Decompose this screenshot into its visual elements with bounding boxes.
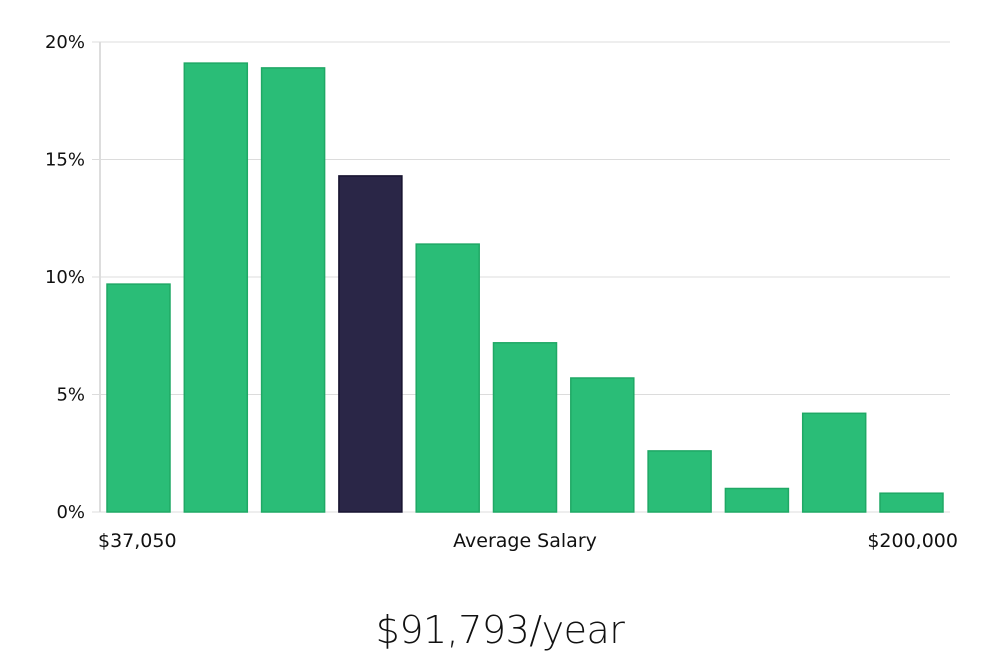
average-salary-value: $91,793/year bbox=[375, 608, 625, 652]
y-tick-label: 20% bbox=[45, 32, 85, 53]
histogram-bar[interactable] bbox=[492, 342, 558, 513]
histogram-bar[interactable] bbox=[570, 377, 635, 513]
histogram-bar[interactable] bbox=[879, 492, 944, 513]
histogram-bar[interactable] bbox=[647, 450, 712, 513]
histogram-bar[interactable] bbox=[106, 283, 171, 513]
histogram-bar-highlighted[interactable] bbox=[338, 175, 403, 513]
histogram-bar[interactable] bbox=[801, 412, 867, 513]
histogram-bar[interactable] bbox=[260, 67, 326, 513]
histogram-bar[interactable] bbox=[415, 243, 480, 513]
y-tick-label: 5% bbox=[56, 385, 85, 406]
salary-histogram: 0% 5% 10% 15% 20% $37,050 Average Salary $20… bbox=[45, 32, 958, 552]
y-tick-label: 10% bbox=[45, 267, 85, 288]
x-max-label: $200,000 bbox=[867, 530, 958, 552]
x-min-label: $37,050 bbox=[98, 530, 177, 552]
bars bbox=[106, 62, 944, 513]
y-tick-label: 0% bbox=[56, 502, 85, 523]
histogram-bar[interactable] bbox=[724, 487, 790, 513]
histogram-bar[interactable] bbox=[183, 62, 249, 513]
x-axis-title: Average Salary bbox=[453, 530, 597, 552]
y-tick-label: 15% bbox=[45, 150, 85, 171]
y-axis-ticks: 0% 5% 10% 15% 20% bbox=[45, 32, 85, 523]
